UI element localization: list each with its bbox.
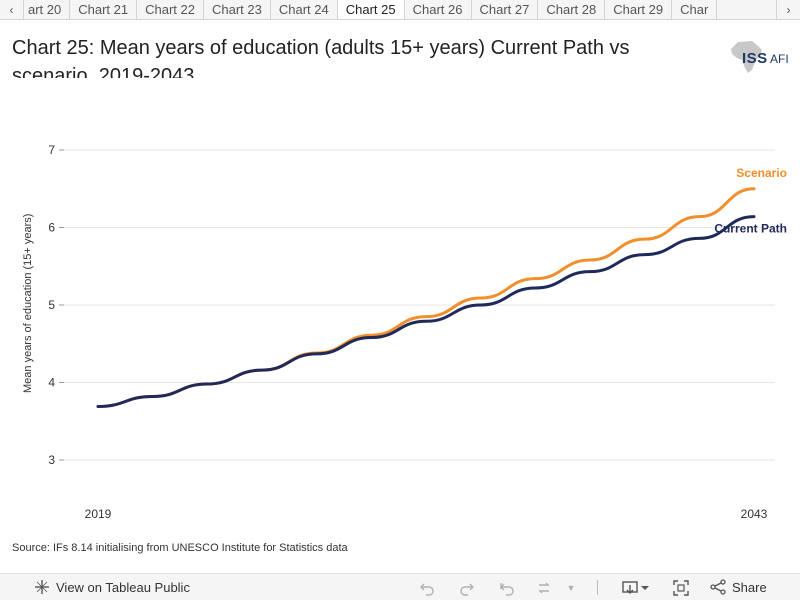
chevron-left-icon[interactable]: ‹: [0, 0, 24, 19]
undo-icon[interactable]: [418, 579, 436, 597]
fullscreen-icon[interactable]: [672, 579, 690, 597]
share-label: Share: [732, 579, 767, 595]
view-on-tableau-label: View on Tableau Public: [56, 579, 190, 595]
tableau-toolbar: View on Tableau Public ▼ Share: [0, 573, 800, 600]
chevron-right-icon[interactable]: ›: [776, 0, 800, 19]
series-label-current-path: Current Path: [714, 222, 787, 236]
y-tick-label: 3: [48, 453, 55, 467]
x-tick-label: 2019: [85, 507, 112, 521]
tab-chart-24[interactable]: Chart 24: [271, 0, 338, 19]
series-line-scenario: [96, 187, 756, 409]
tab-chart-27[interactable]: Chart 27: [472, 0, 539, 19]
y-tick-label: 6: [48, 221, 55, 235]
tab-chart-29[interactable]: Chart 29: [605, 0, 673, 19]
revert-icon[interactable]: [498, 579, 516, 597]
y-tick-label: 7: [48, 143, 55, 157]
logo-suffix: AFI: [770, 52, 789, 66]
y-tick-label: 5: [48, 298, 55, 312]
tab-chart-22[interactable]: Chart 22: [137, 0, 204, 19]
line-chart: 3 4 5 6 7 2019 2043 Scenario Current Path: [48, 143, 787, 521]
y-tick-label: 4: [48, 376, 55, 390]
tab-chart-21[interactable]: Chart 21: [70, 0, 138, 19]
download-icon[interactable]: [620, 579, 652, 597]
toolbar-divider: [597, 580, 598, 595]
africa-map-icon: [731, 41, 762, 73]
series-label-scenario: Scenario: [736, 166, 787, 180]
tab-chart-23[interactable]: Chart 23: [204, 0, 271, 19]
x-tick-label: 2043: [741, 507, 768, 521]
dropdown-icon[interactable]: ▼: [566, 583, 576, 593]
logo-text: ISS: [742, 50, 768, 67]
tab-list: art 20 Chart 21 Chart 22 Chart 23 Chart 24 Ch…: [24, 0, 718, 19]
tab-char[interactable]: Char: [672, 0, 718, 19]
share-button[interactable]: Share: [710, 579, 767, 595]
redo-icon[interactable]: [458, 579, 476, 597]
tab-chart-28[interactable]: Chart 28: [538, 0, 606, 19]
tab-strip: ‹ art 20 Chart 21 Chart 22 Chart 23 Chart 24…: [0, 0, 800, 20]
iss-africa-logo: ISS AFI: [728, 40, 790, 74]
source-note: Source: IFs 8.14 initialising from UNESC…: [12, 542, 348, 554]
tab-art-20[interactable]: art 20: [24, 0, 71, 19]
view-on-tableau-link[interactable]: View on Tableau Public: [34, 579, 190, 595]
tab-chart-25[interactable]: Chart 25: [337, 0, 405, 19]
tab-chart-26[interactable]: Chart 26: [405, 0, 472, 19]
series-line-current-path: [96, 215, 756, 409]
tableau-icon: [35, 580, 49, 594]
share-icon: [710, 579, 726, 595]
title-container: Chart 25: Mean years of education (adult…: [12, 34, 712, 78]
refresh-icon[interactable]: [535, 579, 553, 597]
page-title: Chart 25: Mean years of education (adult…: [12, 37, 630, 78]
